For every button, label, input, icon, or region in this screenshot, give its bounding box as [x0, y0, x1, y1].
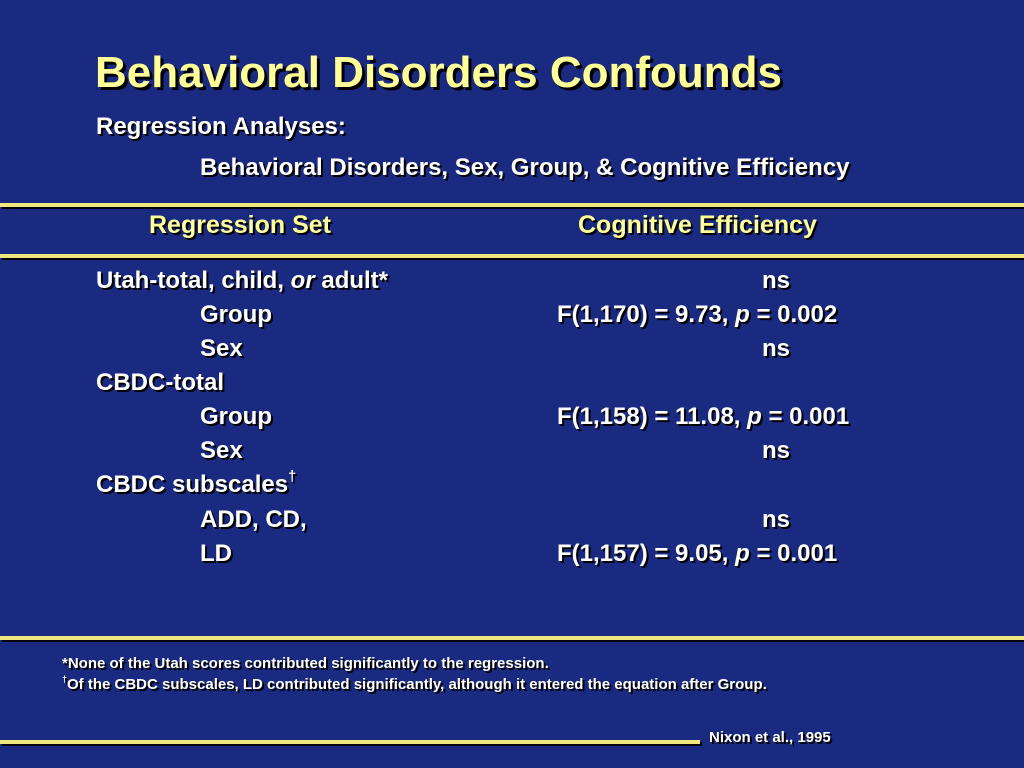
- footnote-cbdc: †Of the CBDC subscales, LD contributed s…: [62, 674, 767, 693]
- row-utah-total-set-post: adult*: [314, 267, 389, 294]
- row-add-cd-result: ns: [762, 506, 791, 533]
- row-utah-group-result-italic: p: [735, 301, 750, 328]
- header-bottom-rule: [0, 254, 1024, 258]
- row-ld-result-italic: p: [735, 540, 750, 567]
- dagger-mark: †: [288, 469, 297, 485]
- row-utah-total-set: Utah-total, child, or adult*: [96, 267, 388, 295]
- row-utah-total-set-italic: or: [290, 267, 315, 294]
- row-ld-set: LD: [200, 540, 232, 567]
- row-ld-result-pre: F(1,157) = 9.05,: [557, 540, 736, 567]
- citation: Nixon et al., 1995: [709, 729, 831, 746]
- slide-subtitle: Regression Analyses:: [96, 113, 346, 140]
- row-utah-group-result-pre: F(1,170) = 9.73,: [557, 301, 736, 328]
- column-header-regression-set: Regression Set: [149, 211, 332, 239]
- row-utah-sex-set: Sex: [200, 335, 243, 362]
- row-cbdc-total-set: CBDC-total: [96, 369, 224, 396]
- row-utah-total-set-pre: Utah-total, child,: [96, 267, 291, 294]
- row-cbdc-group-set: Group: [200, 403, 272, 430]
- row-utah-total-result: ns: [762, 267, 791, 294]
- row-ld-result-post: = 0.001: [749, 540, 838, 567]
- row-cbdc-subscales-set: CBDC subscales†: [96, 469, 297, 499]
- row-cbdc-group-result-post: = 0.001: [761, 403, 850, 430]
- row-add-cd-set: ADD, CD,: [200, 506, 307, 533]
- row-utah-sex-result: ns: [762, 335, 791, 362]
- footnote-cbdc-text: Of the CBDC subscales, LD contributed si…: [67, 676, 767, 693]
- footnote-dagger-mark: †: [62, 674, 68, 684]
- row-cbdc-sex-result: ns: [762, 437, 791, 464]
- row-cbdc-subscales-label: CBDC subscales: [96, 471, 289, 498]
- row-cbdc-group-result: F(1,158) = 11.08, p = 0.001: [557, 403, 849, 431]
- row-utah-group-result-post: = 0.002: [749, 301, 838, 328]
- citation-rule: [0, 740, 700, 744]
- row-cbdc-group-result-italic: p: [747, 403, 762, 430]
- footnote-utah: *None of the Utah scores contributed sig…: [62, 655, 549, 672]
- footer-top-rule: [0, 636, 1024, 640]
- slide-title: Behavioral Disorders Confounds: [95, 48, 783, 97]
- row-utah-group-set: Group: [200, 301, 272, 328]
- row-ld-result: F(1,157) = 9.05, p = 0.001: [557, 540, 837, 568]
- header-top-rule: [0, 203, 1024, 207]
- row-utah-group-result: F(1,170) = 9.73, p = 0.002: [557, 301, 837, 329]
- slide-subtitle-detail: Behavioral Disorders, Sex, Group, & Cogn…: [200, 154, 850, 181]
- row-cbdc-sex-set: Sex: [200, 437, 243, 464]
- row-cbdc-group-result-pre: F(1,158) = 11.08,: [557, 403, 748, 430]
- column-header-cognitive-efficiency: Cognitive Efficiency: [578, 211, 817, 239]
